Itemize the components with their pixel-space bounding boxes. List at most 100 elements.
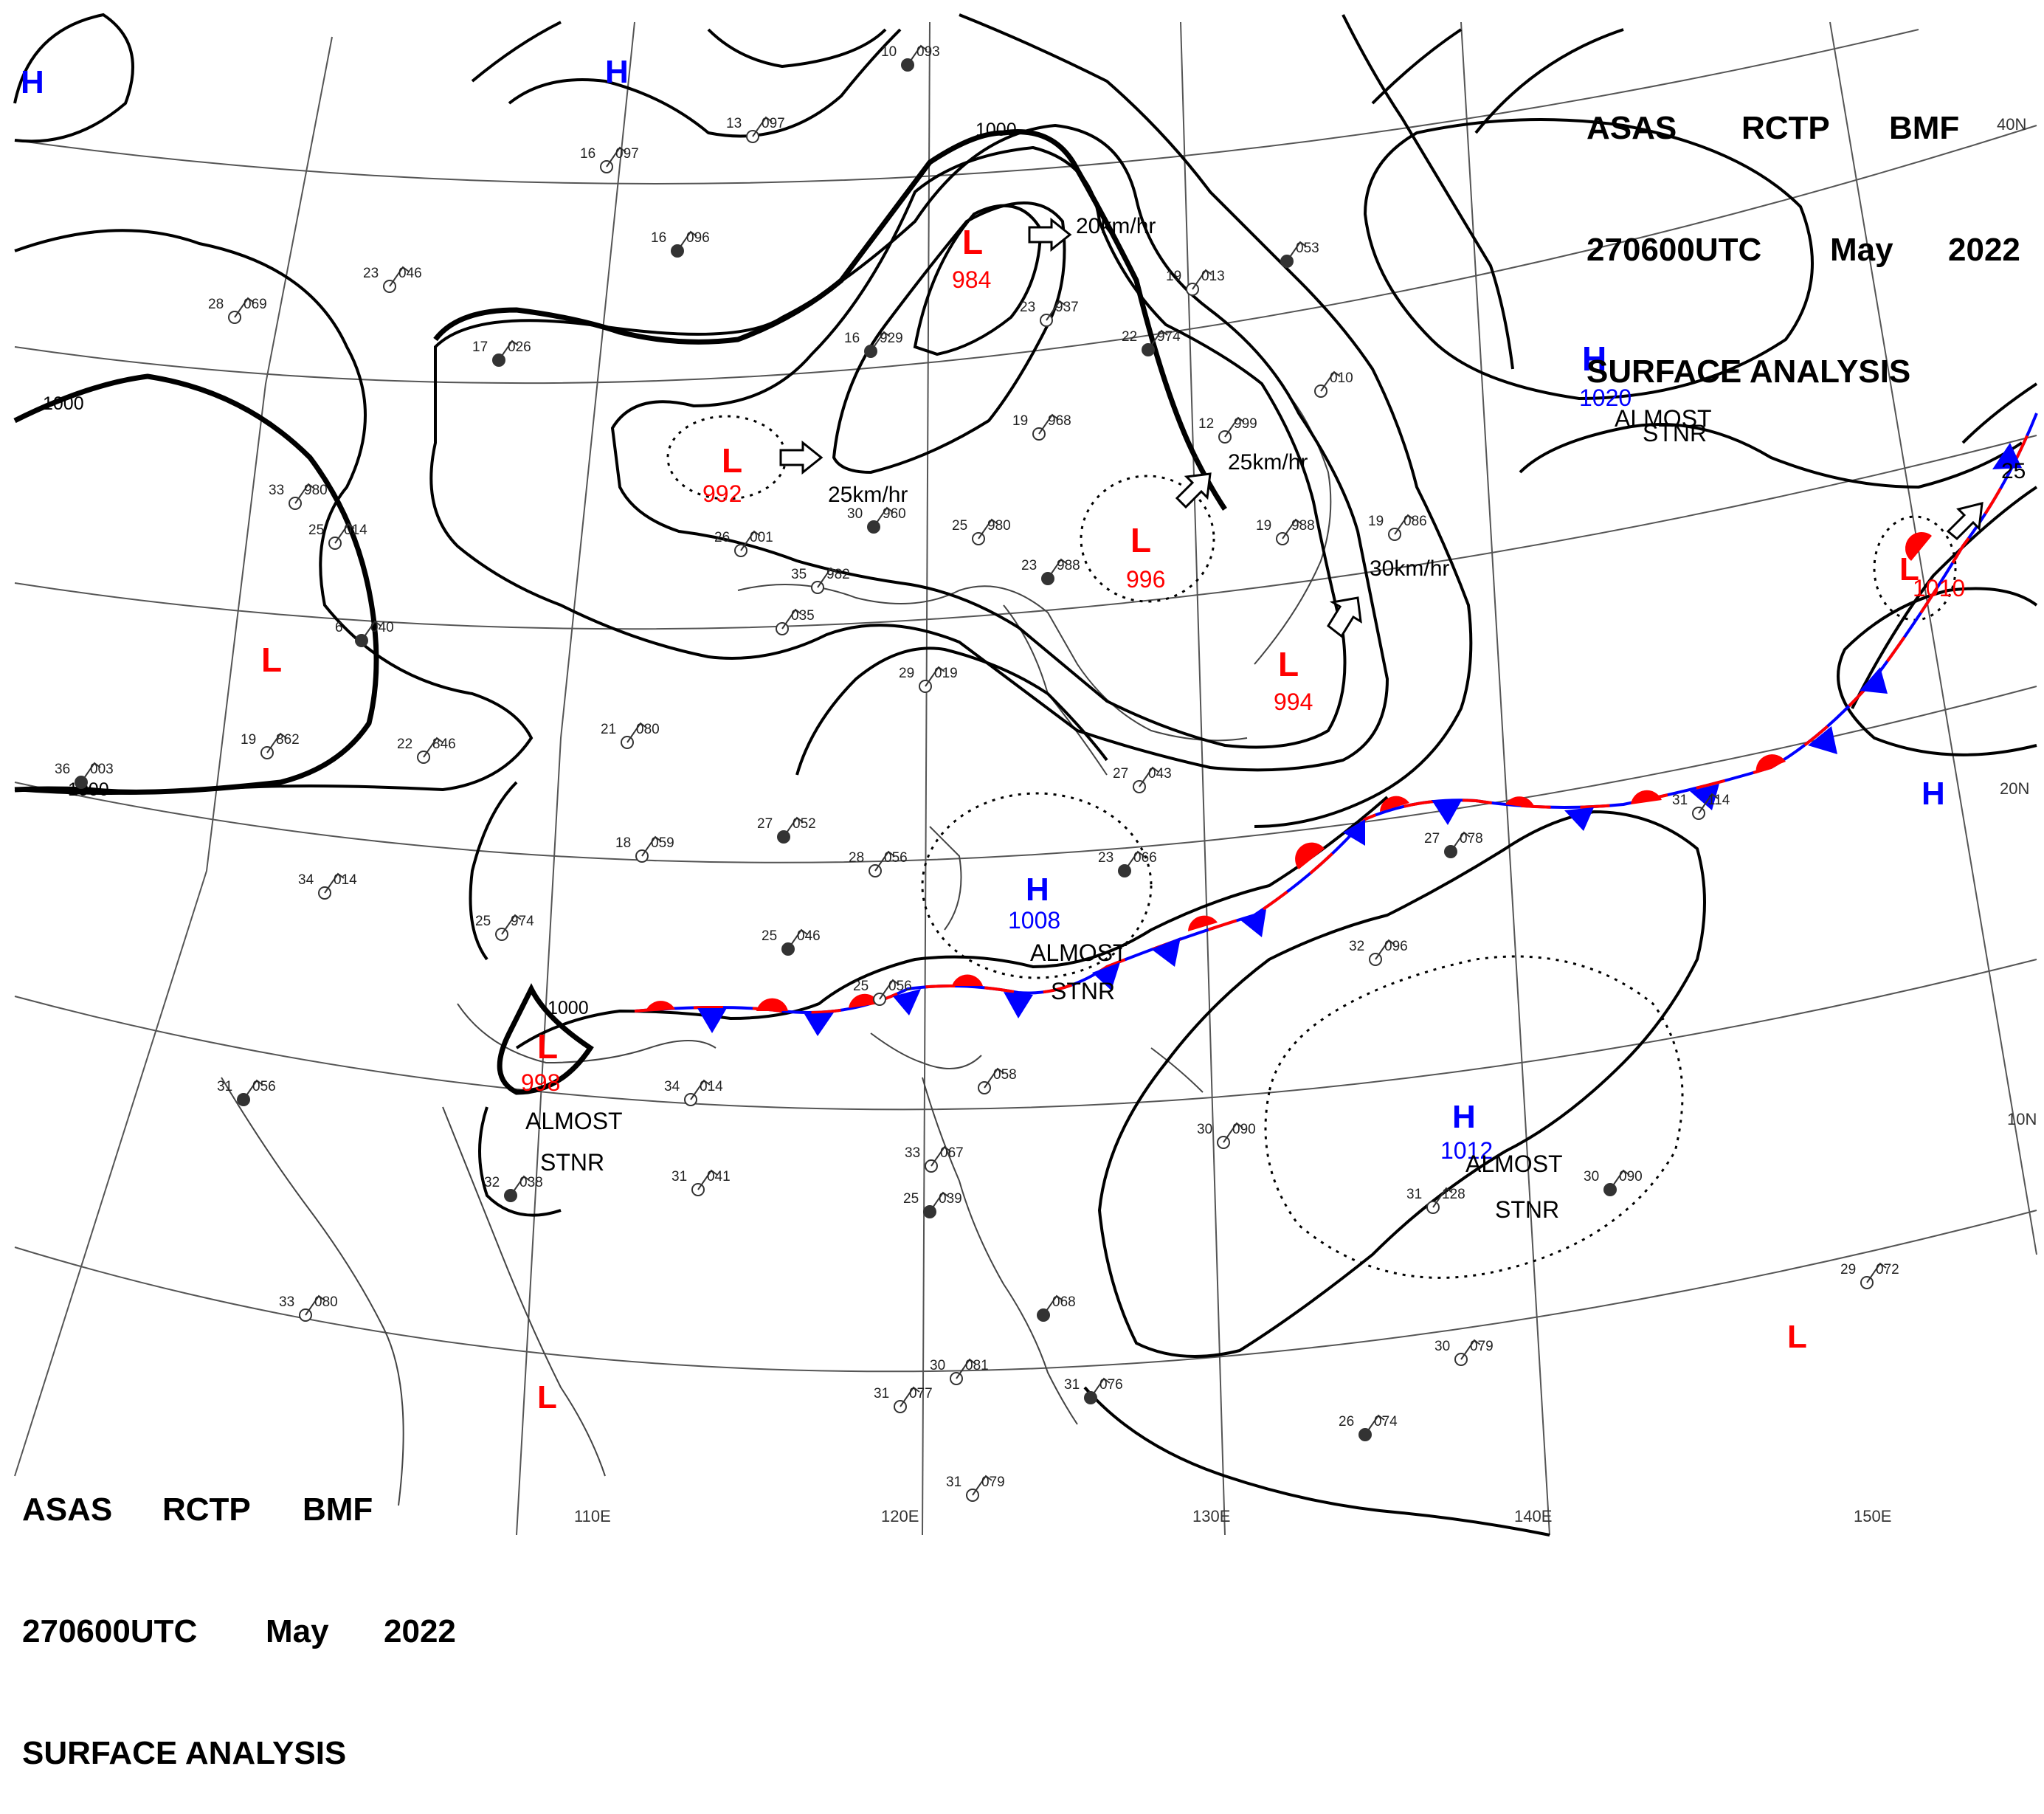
- wind-barb-icon: [334, 523, 355, 544]
- station-plot: 34 014: [664, 1079, 723, 1106]
- station-temperature: 10: [881, 44, 897, 60]
- station-plot: 27 078: [1424, 831, 1483, 858]
- weather-map: 40N 20N 10N 110E 120E 130E 140E 150E 100…: [13, 13, 2038, 1537]
- station-pressure: 056: [888, 979, 912, 994]
- station-temperature: 30: [1197, 1122, 1212, 1137]
- motion-label: 25km/hr: [1228, 450, 1308, 475]
- header-month: May: [266, 1613, 329, 1649]
- wind-barb-icon: [783, 816, 804, 838]
- isobar: [515, 796, 1389, 1049]
- wind-barb-icon: [1450, 831, 1471, 852]
- isobar-label: 1000: [548, 998, 589, 1018]
- station-pressure: 014: [334, 872, 357, 888]
- wind-barb-icon: [930, 1145, 951, 1167]
- wind-barb-icon: [305, 1294, 325, 1316]
- station-pressure: 974: [511, 914, 534, 929]
- high-pressure-symbol: H: [605, 54, 629, 90]
- lon-label: 140E: [1514, 1507, 1552, 1525]
- station-pressure: 046: [797, 928, 821, 944]
- wind-barb-icon: [1320, 370, 1341, 392]
- station-pressure: 069: [244, 297, 267, 312]
- wind-barb-icon: [266, 732, 287, 753]
- station-pressure: 040: [370, 620, 394, 635]
- station-plot: 16 097: [580, 146, 639, 173]
- movement-arrows: [779, 217, 1983, 638]
- station-plot: 27 052: [757, 816, 816, 844]
- station-temperature: 34: [664, 1079, 680, 1094]
- stationary-front: [634, 413, 2038, 1036]
- wind-barb-icon: [389, 266, 410, 287]
- station-temperature: 26: [714, 530, 730, 545]
- station-plot: 26 074: [1339, 1414, 1398, 1441]
- station-temperature: 27: [757, 816, 773, 832]
- station-plot: 33 067: [905, 1145, 964, 1173]
- station-plot: 31 056: [217, 1079, 276, 1106]
- isobar: [1961, 382, 2038, 444]
- arrow-icon: [1946, 502, 1983, 541]
- wind-barb-icon: [740, 530, 761, 551]
- station-pressure: 114: [1708, 793, 1730, 808]
- station-pressure: 077: [909, 1386, 933, 1401]
- lon-label: 150E: [1854, 1507, 1891, 1525]
- isobar-label: 1000: [43, 393, 84, 414]
- low-pressure-symbol: L: [261, 641, 282, 679]
- station-plot: 29 072: [1840, 1262, 1899, 1289]
- status-label: STNR: [1051, 978, 1115, 1004]
- station-pressure: 846: [432, 737, 456, 752]
- station-plot: 035: [776, 608, 815, 635]
- wind-barb-icon: [781, 608, 802, 630]
- low-pressure-symbol: L: [1130, 521, 1151, 559]
- wind-barb-icon: [1192, 269, 1212, 290]
- station-pressure: 026: [508, 339, 531, 355]
- station-plot: 29 019: [899, 666, 958, 693]
- low-pressure-symbol: L: [722, 441, 742, 480]
- isobar: [1837, 587, 2038, 756]
- station-temperature: 31: [1064, 1377, 1080, 1393]
- station-temperature: 29: [899, 666, 914, 681]
- station-plot: 18 059: [615, 835, 674, 863]
- station-temperature: 22: [397, 737, 412, 752]
- station-pressure: 003: [90, 762, 114, 777]
- station-temperature: 26: [1339, 1414, 1354, 1430]
- station-pressure: 097: [762, 116, 785, 131]
- low-pressure-symbol: L: [1899, 551, 1919, 587]
- wind-barb-icon: [510, 1175, 531, 1196]
- station-plot: 22 846: [397, 737, 456, 764]
- station-temperature: 35: [791, 567, 807, 582]
- station-temperature: 16: [580, 146, 595, 162]
- isobar: [1519, 423, 2023, 489]
- wind-barb-icon: [752, 116, 773, 137]
- station-pressure: 043: [1148, 766, 1172, 782]
- header-year: 2022: [1948, 232, 2020, 268]
- low-pressure-value: 1010: [1913, 575, 1965, 601]
- station-temperature: 13: [726, 116, 742, 131]
- station-pressure: 128: [1442, 1187, 1465, 1202]
- station-pressure: 862: [276, 732, 300, 748]
- lon-label: 120E: [881, 1507, 919, 1525]
- station-pressure: 937: [1055, 300, 1079, 315]
- station-pressure: 013: [1201, 269, 1225, 284]
- station-temperature: 6: [335, 620, 343, 635]
- wind-barb-icon: [879, 979, 900, 1000]
- arrow-icon: [1327, 596, 1362, 638]
- station-plot: 058: [978, 1067, 1017, 1094]
- isobar: [14, 229, 534, 795]
- wind-barb-icon: [606, 146, 626, 168]
- station-pressure: 076: [1099, 1377, 1123, 1393]
- station-temperature: 31: [217, 1079, 232, 1094]
- wind-barb-icon: [1432, 1187, 1453, 1208]
- wind-barb-icon: [907, 44, 928, 66]
- station-pressure: 096: [1384, 939, 1408, 954]
- wind-barb-icon: [984, 1067, 1004, 1089]
- station-plot: 010: [1314, 370, 1353, 398]
- isobar: [707, 28, 887, 69]
- station-pressure: 072: [1876, 1262, 1899, 1277]
- station-plot: 33 980: [269, 483, 328, 510]
- station-temperature: 29: [1840, 1262, 1856, 1277]
- motion-label: 30km/hr: [1370, 556, 1449, 581]
- wind-barb-icon: [1698, 793, 1719, 814]
- isobar-label: 1000: [68, 779, 109, 800]
- wind-barb-icon: [1866, 1262, 1887, 1283]
- station-plot: 33 080: [279, 1294, 338, 1322]
- wind-barb-icon: [677, 230, 697, 252]
